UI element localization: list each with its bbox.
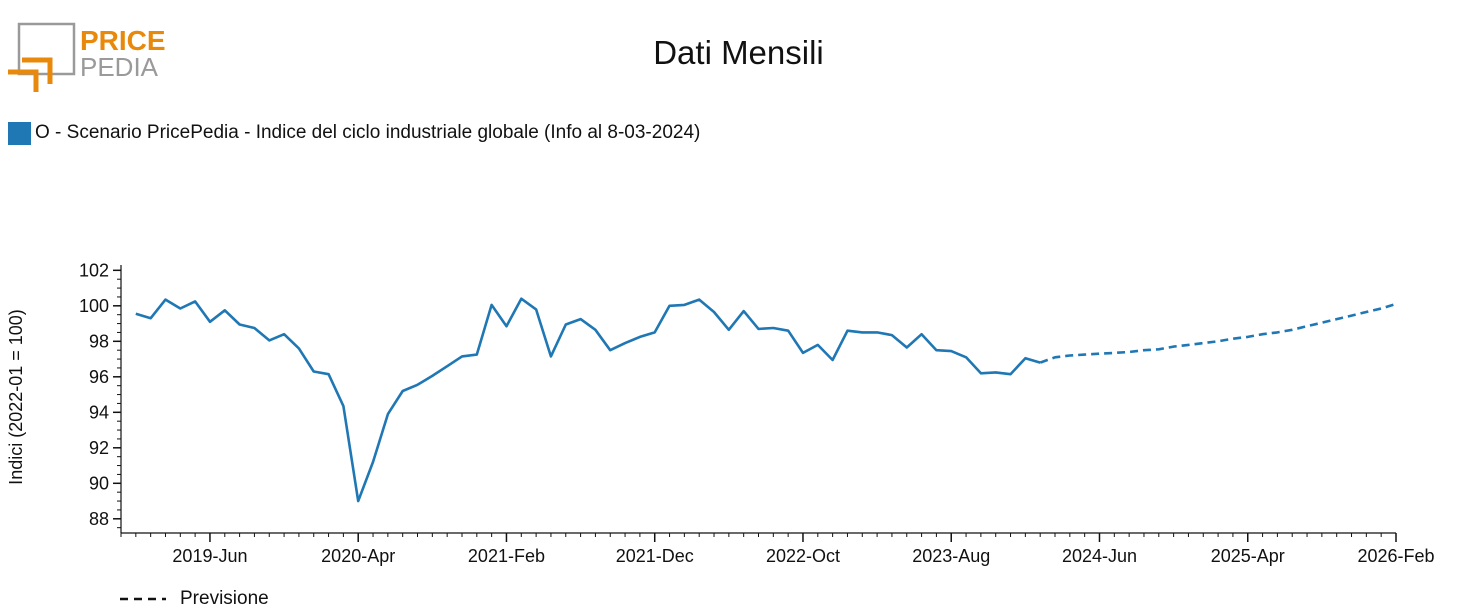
- forecast-label: Previsione: [180, 588, 269, 609]
- legend-label: O - Scenario PricePedia - Indice del cic…: [35, 122, 701, 143]
- x-tick-label: 2023-Aug: [912, 546, 990, 566]
- y-tick-label: 92: [89, 438, 109, 458]
- axes: 2019-Jun 2020-Apr 2021-Feb 2021-Dec 2022-Oct…: [79, 260, 1435, 566]
- x-tick-label: 2026-Feb: [1357, 546, 1434, 566]
- y-tick-label: 90: [89, 473, 109, 493]
- x-tick-label: 2021-Feb: [468, 546, 545, 566]
- forecast-line: [1039, 302, 1397, 364]
- logo-bracket-inner: [22, 57, 53, 84]
- logo-line1: PRICE: [80, 25, 166, 56]
- x-tick-label: 2025-Apr: [1211, 546, 1285, 566]
- series-line: [135, 297, 1041, 503]
- y-tick-label: 102: [79, 260, 109, 280]
- legend[interactable]: O - Scenario PricePedia - Indice del cic…: [8, 120, 700, 146]
- y-tick-label: 100: [79, 296, 109, 316]
- x-tick-label: 2022-Oct: [766, 546, 840, 566]
- x-tick-label: 2019-Jun: [172, 546, 247, 566]
- chart-title: Dati Mensili: [653, 34, 824, 71]
- series-layer: [135, 297, 1397, 503]
- y-tick-label: 96: [89, 367, 109, 387]
- forecast-key: Previsione: [120, 588, 269, 610]
- y-tick-label: 94: [89, 402, 109, 422]
- pricepedia-logo: PRICE PEDIA: [8, 22, 166, 92]
- x-tick-label: 2021-Dec: [616, 546, 694, 566]
- logo-bracket-outer: [8, 69, 39, 92]
- logo-line2: PEDIA: [80, 52, 159, 82]
- logo-frame: [17, 22, 76, 76]
- x-tick-label: 2020-Apr: [321, 546, 395, 566]
- forecast-dash-sample: [120, 597, 166, 601]
- y-tick-label: 98: [89, 331, 109, 351]
- y-tick-label: 88: [89, 509, 109, 529]
- y-axis-title: Indici (2022-01 = 100): [6, 309, 26, 485]
- legend-swatch: [8, 121, 31, 145]
- x-tick-label: 2024-Jun: [1062, 546, 1137, 566]
